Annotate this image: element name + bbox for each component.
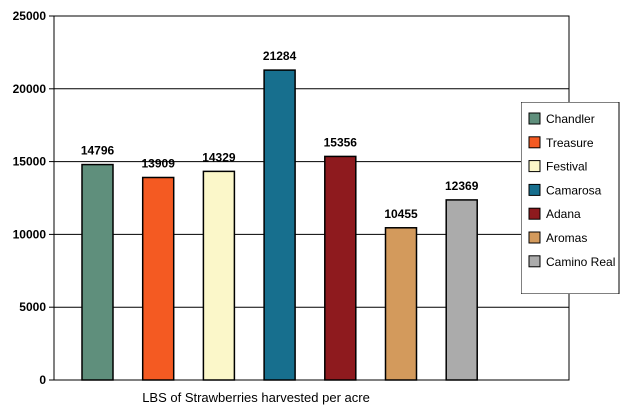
data-label: 12369 (445, 179, 479, 193)
legend-swatch (528, 136, 541, 149)
bar-camino-real (445, 199, 478, 381)
bar-treasure (141, 176, 175, 381)
plot-area-border (53, 15, 570, 381)
data-label: 13909 (142, 156, 176, 170)
legend-label: Camarosa (546, 183, 602, 197)
data-label: 15356 (324, 135, 358, 149)
y-tick-label: 10000 (13, 227, 47, 241)
legend-swatch (528, 112, 541, 125)
data-label: 14796 (81, 144, 115, 158)
data-label: 21284 (263, 49, 297, 63)
data-label: 10455 (384, 207, 418, 221)
y-tick-label: 5000 (19, 300, 46, 314)
legend: Chandler Treasure Festival Camarosa Adana Aro… (521, 102, 620, 294)
y-tick-label: 20000 (13, 82, 47, 96)
legend-label: Adana (546, 207, 581, 221)
y-tick-label: 0 (39, 373, 46, 387)
legend-swatch (528, 183, 541, 196)
bar-camarosa (263, 69, 296, 381)
y-axis-ticks: 0 5000 10000 15000 20000 25000 (13, 9, 54, 387)
legend-label: Aromas (546, 231, 587, 245)
legend-swatch (528, 207, 541, 220)
legend-label: Treasure (546, 136, 594, 150)
legend-label: Chandler (546, 112, 595, 126)
gridlines (54, 88, 569, 308)
y-tick-label: 25000 (13, 9, 47, 23)
legend-label: Festival (546, 160, 587, 174)
legend-swatch (528, 160, 541, 173)
bar-adana (324, 155, 357, 381)
bar-festival (202, 170, 236, 381)
bar-aromas (384, 227, 418, 381)
bar-chandler (81, 163, 114, 381)
legend-swatch (528, 231, 541, 244)
data-label: 14329 (202, 150, 236, 164)
legend-swatch (528, 255, 541, 268)
legend-label: Camino Real (546, 255, 615, 269)
data-labels: 14796 13909 14329 21284 15356 10455 12369 (81, 49, 479, 221)
bars (81, 69, 478, 381)
y-tick-label: 15000 (13, 155, 47, 169)
x-axis-label: LBS of Strawberries harvested per acre (142, 390, 370, 405)
